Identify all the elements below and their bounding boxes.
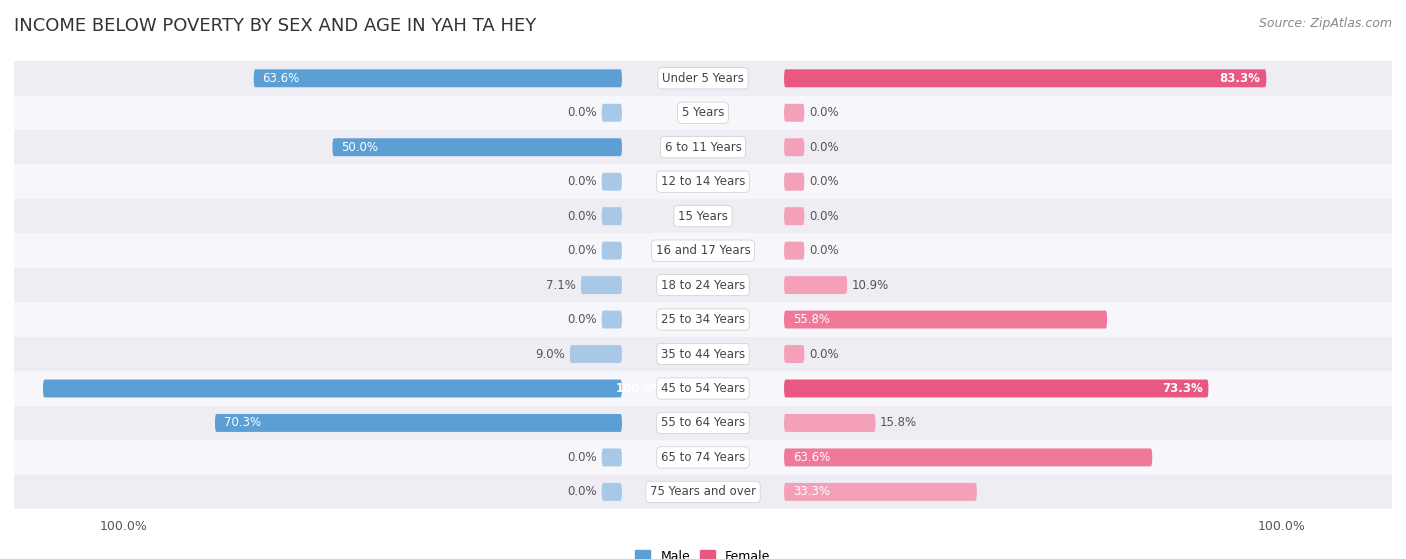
FancyBboxPatch shape <box>785 380 1208 397</box>
Text: 0.0%: 0.0% <box>568 451 598 464</box>
Text: 70.3%: 70.3% <box>224 416 260 429</box>
Bar <box>14 234 1392 268</box>
Text: 0.0%: 0.0% <box>568 485 598 499</box>
Text: 0.0%: 0.0% <box>568 313 598 326</box>
Text: 0.0%: 0.0% <box>568 210 598 222</box>
Legend: Male, Female: Male, Female <box>630 544 776 559</box>
FancyBboxPatch shape <box>602 173 621 191</box>
Bar <box>14 406 1392 440</box>
Bar <box>14 302 1392 337</box>
Text: 50.0%: 50.0% <box>342 141 378 154</box>
Text: 7.1%: 7.1% <box>547 278 576 292</box>
Bar <box>14 440 1392 475</box>
Text: Source: ZipAtlas.com: Source: ZipAtlas.com <box>1258 17 1392 30</box>
FancyBboxPatch shape <box>581 276 621 294</box>
Text: 83.3%: 83.3% <box>1219 72 1261 85</box>
Text: 75 Years and over: 75 Years and over <box>650 485 756 499</box>
FancyBboxPatch shape <box>215 414 621 432</box>
Bar <box>14 475 1392 509</box>
Text: 55 to 64 Years: 55 to 64 Years <box>661 416 745 429</box>
Text: 18 to 24 Years: 18 to 24 Years <box>661 278 745 292</box>
Text: 9.0%: 9.0% <box>536 348 565 361</box>
FancyBboxPatch shape <box>785 207 804 225</box>
Bar <box>14 337 1392 371</box>
Bar <box>14 61 1392 96</box>
Text: 16 and 17 Years: 16 and 17 Years <box>655 244 751 257</box>
Text: 6 to 11 Years: 6 to 11 Years <box>665 141 741 154</box>
FancyBboxPatch shape <box>602 311 621 329</box>
Text: 12 to 14 Years: 12 to 14 Years <box>661 175 745 188</box>
Text: 15 Years: 15 Years <box>678 210 728 222</box>
Text: 5 Years: 5 Years <box>682 106 724 119</box>
FancyBboxPatch shape <box>602 207 621 225</box>
Text: INCOME BELOW POVERTY BY SEX AND AGE IN YAH TA HEY: INCOME BELOW POVERTY BY SEX AND AGE IN Y… <box>14 17 536 35</box>
Text: 15.8%: 15.8% <box>880 416 917 429</box>
FancyBboxPatch shape <box>785 173 804 191</box>
FancyBboxPatch shape <box>785 311 1107 329</box>
Text: 0.0%: 0.0% <box>568 175 598 188</box>
FancyBboxPatch shape <box>253 69 621 87</box>
Text: 100.0%: 100.0% <box>616 382 665 395</box>
FancyBboxPatch shape <box>785 276 848 294</box>
Text: 0.0%: 0.0% <box>808 210 838 222</box>
Text: 33.3%: 33.3% <box>793 485 830 499</box>
FancyBboxPatch shape <box>332 138 621 156</box>
FancyBboxPatch shape <box>569 345 621 363</box>
Text: 65 to 74 Years: 65 to 74 Years <box>661 451 745 464</box>
Text: 63.6%: 63.6% <box>793 451 830 464</box>
Text: 10.9%: 10.9% <box>852 278 889 292</box>
Bar <box>14 130 1392 164</box>
Bar <box>14 164 1392 199</box>
FancyBboxPatch shape <box>785 345 804 363</box>
Text: 45 to 54 Years: 45 to 54 Years <box>661 382 745 395</box>
Bar <box>14 268 1392 302</box>
Text: 0.0%: 0.0% <box>808 348 838 361</box>
FancyBboxPatch shape <box>44 380 621 397</box>
Bar <box>14 371 1392 406</box>
FancyBboxPatch shape <box>785 483 977 501</box>
FancyBboxPatch shape <box>602 241 621 259</box>
FancyBboxPatch shape <box>785 448 1153 466</box>
FancyBboxPatch shape <box>785 414 876 432</box>
Text: 0.0%: 0.0% <box>808 175 838 188</box>
FancyBboxPatch shape <box>785 241 804 259</box>
Text: Under 5 Years: Under 5 Years <box>662 72 744 85</box>
Text: 25 to 34 Years: 25 to 34 Years <box>661 313 745 326</box>
Text: 55.8%: 55.8% <box>793 313 830 326</box>
Text: 0.0%: 0.0% <box>808 141 838 154</box>
Text: 63.6%: 63.6% <box>263 72 299 85</box>
Bar <box>14 199 1392 234</box>
Text: 0.0%: 0.0% <box>808 244 838 257</box>
FancyBboxPatch shape <box>602 104 621 122</box>
Bar <box>14 96 1392 130</box>
FancyBboxPatch shape <box>785 138 804 156</box>
Text: 0.0%: 0.0% <box>568 106 598 119</box>
Text: 0.0%: 0.0% <box>568 244 598 257</box>
FancyBboxPatch shape <box>602 483 621 501</box>
FancyBboxPatch shape <box>602 448 621 466</box>
Text: 35 to 44 Years: 35 to 44 Years <box>661 348 745 361</box>
Text: 0.0%: 0.0% <box>808 106 838 119</box>
Text: 73.3%: 73.3% <box>1161 382 1202 395</box>
FancyBboxPatch shape <box>785 69 1267 87</box>
FancyBboxPatch shape <box>785 104 804 122</box>
